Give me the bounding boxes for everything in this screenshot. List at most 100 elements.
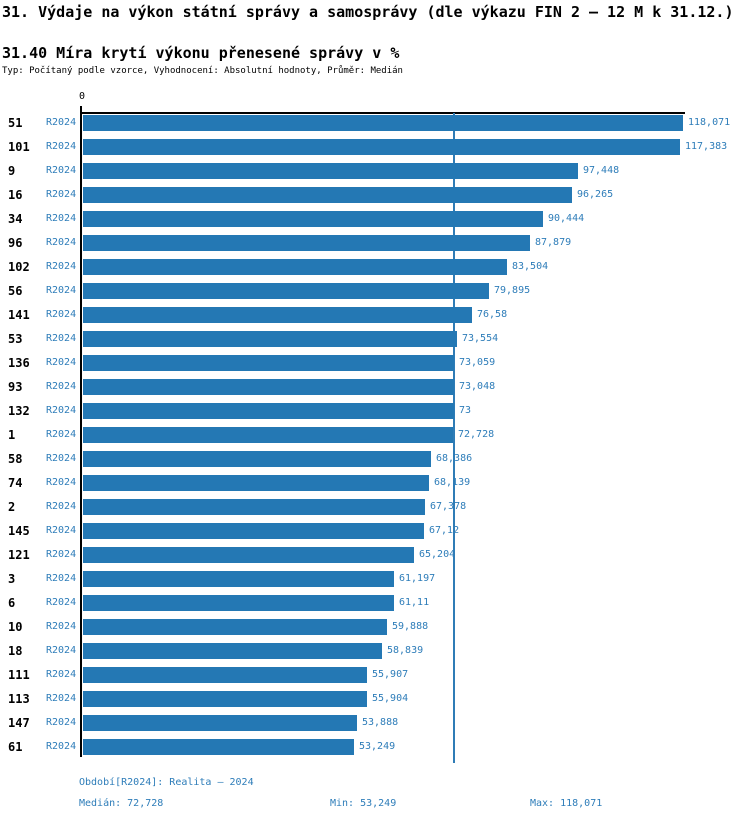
- bar: [83, 187, 572, 203]
- bar-value-label: 73: [459, 405, 472, 416]
- bar: [83, 643, 382, 659]
- row-period-label: R2024: [46, 693, 77, 704]
- row-label: 147: [8, 716, 30, 730]
- bar-value-label: 73,554: [462, 333, 499, 344]
- bar-value-label: 96,265: [577, 189, 614, 200]
- bar-value-label: 72,728: [458, 429, 495, 440]
- row-period-label: R2024: [46, 213, 77, 224]
- row-period-label: R2024: [46, 717, 77, 728]
- row-label: 136: [8, 356, 30, 370]
- row-label: 6: [8, 596, 16, 610]
- bar: [83, 211, 543, 227]
- row-label: 58: [8, 452, 23, 466]
- bar: [83, 355, 454, 371]
- bar-value-label: 68,386: [436, 453, 473, 464]
- footer-min: Min: 53,249: [330, 798, 397, 809]
- row-period-label: R2024: [46, 141, 77, 152]
- row-period-label: R2024: [46, 573, 77, 584]
- row-label: 61: [8, 740, 23, 754]
- row-label: 101: [8, 140, 30, 154]
- bar: [83, 667, 367, 683]
- bar-value-label: 61,197: [399, 573, 436, 584]
- y-axis-line: [80, 106, 82, 757]
- bar-value-label: 76,58: [477, 309, 508, 320]
- bar-value-label: 59,888: [392, 621, 429, 632]
- x-axis-line: [80, 112, 685, 114]
- bar: [83, 307, 472, 323]
- axis-zero-label: 0: [78, 91, 86, 102]
- bar-value-label: 65,204: [419, 549, 456, 560]
- bar-value-label: 67,378: [430, 501, 467, 512]
- bar: [83, 739, 354, 755]
- bar-value-label: 68,139: [434, 477, 471, 488]
- bar: [83, 499, 425, 515]
- bar: [83, 523, 424, 539]
- bar: [83, 451, 431, 467]
- bar-value-label: 73,048: [459, 381, 496, 392]
- row-label: 102: [8, 260, 30, 274]
- row-period-label: R2024: [46, 549, 77, 560]
- row-period-label: R2024: [46, 621, 77, 632]
- row-label: 113: [8, 692, 30, 706]
- bar-value-label: 117,383: [685, 141, 728, 152]
- bar: [83, 427, 453, 443]
- row-label: 111: [8, 668, 30, 682]
- bar: [83, 403, 454, 419]
- indicator-meta: Typ: Počítaný podle vzorce, Vyhodnocení:…: [2, 66, 403, 76]
- row-label: 51: [8, 116, 23, 130]
- bar: [83, 331, 457, 347]
- footer-max: Max: 118,071: [530, 798, 603, 809]
- row-label: 145: [8, 524, 30, 538]
- row-period-label: R2024: [46, 597, 77, 608]
- row-label: 74: [8, 476, 23, 490]
- report-title: 31. Výdaje na výkon státní správy a samo…: [2, 3, 734, 21]
- bar-value-label: 61,11: [399, 597, 430, 608]
- bar-value-label: 90,444: [548, 213, 585, 224]
- row-period-label: R2024: [46, 117, 77, 128]
- bar-value-label: 53,888: [362, 717, 399, 728]
- row-label: 132: [8, 404, 30, 418]
- row-label: 16: [8, 188, 23, 202]
- row-period-label: R2024: [46, 189, 77, 200]
- bar: [83, 547, 414, 563]
- row-label: 56: [8, 284, 23, 298]
- row-label: 10: [8, 620, 23, 634]
- row-label: 18: [8, 644, 23, 658]
- row-period-label: R2024: [46, 453, 77, 464]
- indicator-title: 31.40 Míra krytí výkonu přenesené správy…: [2, 44, 400, 62]
- row-period-label: R2024: [46, 477, 77, 488]
- bar: [83, 691, 367, 707]
- row-label: 34: [8, 212, 23, 226]
- row-period-label: R2024: [46, 285, 77, 296]
- bar: [83, 139, 680, 155]
- bar-value-label: 55,904: [372, 693, 409, 704]
- row-label: 121: [8, 548, 30, 562]
- row-period-label: R2024: [46, 645, 77, 656]
- bar: [83, 235, 530, 251]
- bar: [83, 571, 394, 587]
- row-period-label: R2024: [46, 525, 77, 536]
- row-label: 1: [8, 428, 16, 442]
- bar-value-label: 83,504: [512, 261, 549, 272]
- bar-value-label: 97,448: [583, 165, 620, 176]
- bar: [83, 379, 454, 395]
- bar-value-label: 58,839: [387, 645, 424, 656]
- row-period-label: R2024: [46, 381, 77, 392]
- row-period-label: R2024: [46, 501, 77, 512]
- row-period-label: R2024: [46, 237, 77, 248]
- bar-value-label: 53,249: [359, 741, 396, 752]
- bar: [83, 595, 394, 611]
- bar: [83, 115, 683, 131]
- row-period-label: R2024: [46, 669, 77, 680]
- row-period-label: R2024: [46, 309, 77, 320]
- bar-value-label: 87,879: [535, 237, 572, 248]
- row-period-label: R2024: [46, 741, 77, 752]
- row-label: 9: [8, 164, 16, 178]
- row-label: 3: [8, 572, 16, 586]
- bar: [83, 619, 387, 635]
- footer-period: Období[R2024]: Realita – 2024: [79, 777, 254, 788]
- row-period-label: R2024: [46, 165, 77, 176]
- bar-value-label: 79,895: [494, 285, 531, 296]
